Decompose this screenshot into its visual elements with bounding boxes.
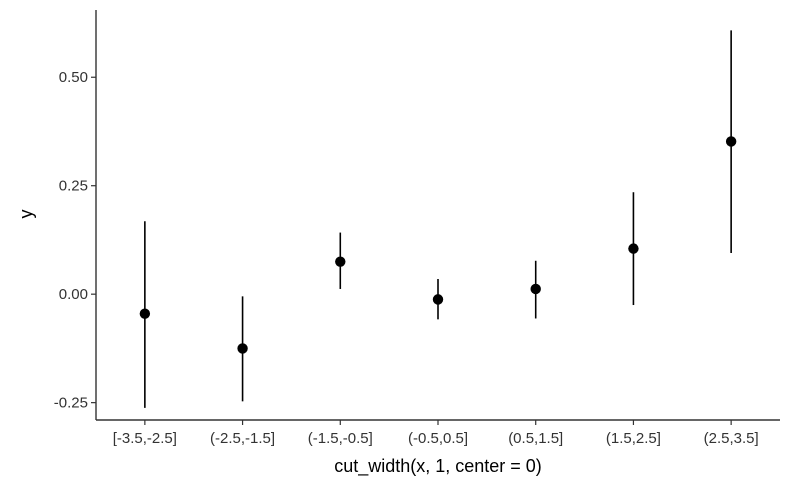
data-point [237, 343, 248, 354]
data-point [335, 256, 346, 267]
data-point [530, 283, 541, 295]
y-axis-ticks: -0.25 0.00 0.25 0.50 [54, 69, 96, 412]
x-tick-label: (1.5,2.5] [606, 430, 661, 447]
y-tick-label: 0.50 [59, 69, 88, 86]
data-point [628, 243, 639, 254]
axes [95, 10, 780, 421]
x-tick-label: (-2.5,-1.5] [210, 430, 275, 447]
x-tick-label: (0.5,1.5] [508, 430, 563, 447]
x-tick-label: (2.5,3.5] [704, 430, 759, 447]
x-tick-label: [-3.5,-2.5] [113, 430, 177, 447]
y-tick-label: 0.00 [59, 286, 88, 303]
y-axis-title: y [16, 210, 36, 219]
x-tick-label: (-1.5,-0.5] [308, 430, 373, 447]
x-axis-ticks: [-3.5,-2.5] (-2.5,-1.5] (-1.5,-0.5] (-0.5,0… [113, 420, 759, 447]
y-tick-label: -0.25 [54, 395, 88, 412]
plot-area [139, 30, 737, 408]
data-point [139, 308, 151, 319]
data-point [432, 294, 444, 305]
x-tick-label: (-0.5,0.5] [408, 430, 468, 447]
y-tick-label: 0.25 [59, 178, 88, 195]
data-point [725, 136, 737, 147]
x-axis-title: cut_width(x, 1, center = 0) [334, 456, 542, 477]
